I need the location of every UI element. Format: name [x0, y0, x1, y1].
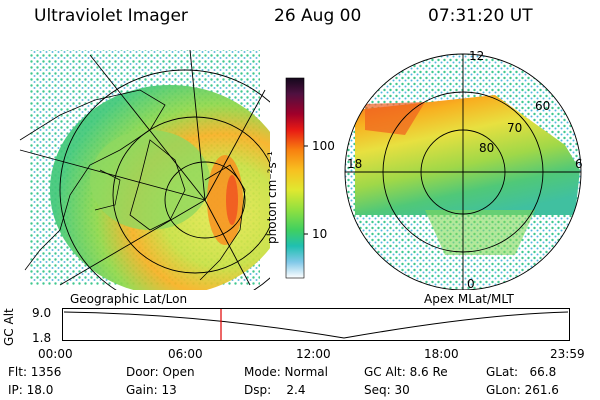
mlt-label-18: 18 [347, 157, 362, 171]
geographic-map [19, 49, 270, 290]
time-label: 07:31:20 UT [428, 6, 533, 26]
colorbar-tick-100: 100 [312, 139, 335, 153]
status-seq: Seq: 30 [364, 383, 410, 397]
date-label: 26 Aug 00 [274, 6, 362, 26]
status-door: Door: Open [126, 365, 195, 379]
timeline-axis-label: GC Alt [2, 308, 16, 346]
timeline-x-tick-0600: 06:00 [168, 347, 203, 361]
timeline-x-tick-0000: 00:00 [38, 347, 73, 361]
status-flt: Flt: 1356 [8, 365, 62, 379]
colorbar-unit-label: photon cm⁻²s⁻¹ [265, 151, 279, 244]
timeline-x-tick-1200: 12:00 [296, 347, 331, 361]
colorbar-scale [285, 77, 305, 279]
status-ip: IP: 18.0 [8, 383, 54, 397]
timeline-y-tick-bottom: 1.8 [32, 331, 52, 345]
mlt-label-6: 6 [575, 157, 583, 171]
colorbar-tick-10: 10 [312, 227, 328, 241]
timeline-y-tick-top: 9.0 [32, 306, 52, 320]
app-title: Ultraviolet Imager [34, 6, 188, 26]
left-map-caption: Geographic Lat/Lon [70, 292, 188, 306]
timeline-x-tick-1800: 18:00 [424, 347, 459, 361]
status-glon: GLon: 261.6 [486, 383, 559, 397]
auroral-oval-polar [355, 95, 580, 215]
right-map-caption: Apex MLat/MLT [424, 292, 514, 306]
mlat-label-70: 70 [507, 121, 522, 135]
status-gain: Gain: 13 [126, 383, 177, 397]
status-gc-alt: GC Alt: 8.6 Re [364, 365, 448, 379]
coastline [19, 89, 166, 271]
timeline-x-tick-2359: 23:59 [550, 347, 585, 361]
status-glat: GLat: 66.8 [486, 365, 557, 379]
status-mode: Mode: Normal [244, 365, 328, 379]
mlat-mlt-plot: 12 18 6 0 60 70 80 [344, 49, 583, 290]
colorbar [285, 77, 308, 279]
lat-lon-grid [19, 49, 270, 290]
mlt-label-0: 0 [467, 277, 475, 290]
timeline-plot [62, 308, 570, 341]
polar-grid [344, 53, 582, 290]
mlt-label-12: 12 [469, 49, 484, 63]
altitude-curve [63, 311, 569, 339]
status-dsp: Dsp: 2.4 [244, 383, 306, 397]
mlat-label-60: 60 [535, 99, 550, 113]
mlat-label-80: 80 [479, 141, 494, 155]
